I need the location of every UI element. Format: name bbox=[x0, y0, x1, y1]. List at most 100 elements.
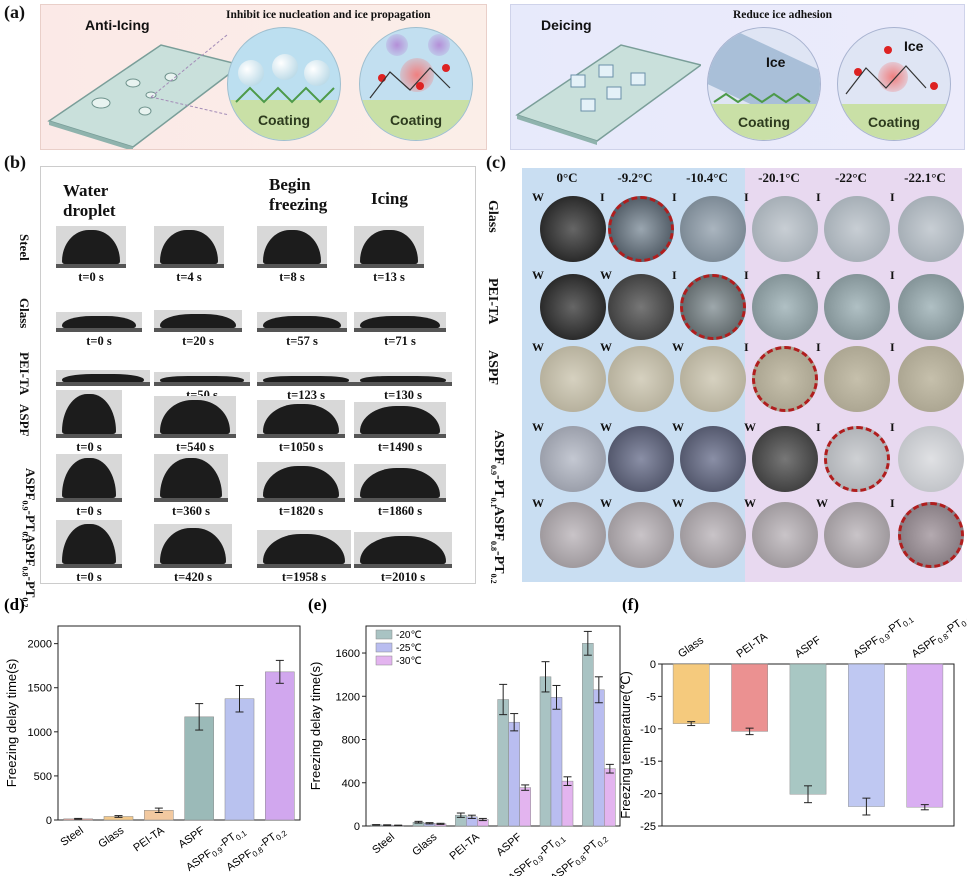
freezing-well bbox=[540, 502, 606, 568]
time-label: t=13 s bbox=[373, 270, 405, 284]
freezing-well bbox=[680, 502, 746, 568]
category-label: ASPF bbox=[494, 831, 524, 859]
coating-label: Coating bbox=[257, 112, 311, 128]
category-label: ASPF0.8-PT0.2 bbox=[224, 824, 289, 875]
time-label: t=420 s bbox=[173, 570, 213, 584]
freezing-well bbox=[752, 346, 818, 412]
y-tick-label: 0 bbox=[46, 815, 52, 827]
temperature-header: -9.2°C bbox=[617, 170, 653, 185]
substrate bbox=[56, 498, 122, 502]
time-label: t=0 s bbox=[78, 270, 104, 284]
deicing-circle-2: Ice Coating bbox=[837, 27, 951, 141]
substrate bbox=[154, 328, 242, 332]
state-label: W bbox=[600, 496, 612, 510]
temperature-header: -20.1°C bbox=[758, 170, 800, 185]
state-label: I bbox=[600, 190, 605, 204]
y-tick-label: 0 bbox=[354, 821, 360, 833]
anti-icing-box: Anti-Icing Inhibit ice nucleation and ic… bbox=[40, 4, 487, 150]
coating-label: Coating bbox=[389, 112, 443, 128]
y-axis-label: Freezing delay time(s) bbox=[308, 662, 323, 791]
sample-label-b: ASPF bbox=[17, 404, 32, 437]
category-label: Steel bbox=[370, 831, 397, 856]
anti-icing-circle-2: Coating bbox=[359, 27, 473, 141]
state-label: W bbox=[744, 496, 756, 510]
state-label: W bbox=[532, 190, 544, 204]
category-label: Glass bbox=[96, 824, 126, 850]
time-label: t=0 s bbox=[76, 440, 102, 454]
panel-b-letter: (b) bbox=[4, 152, 26, 172]
y-tick-label: 800 bbox=[342, 735, 360, 747]
legend-swatch bbox=[375, 655, 393, 666]
legend-swatch bbox=[375, 642, 393, 653]
chart-d: (d) 0 500 1000 1500 2000 Freezing delay time(s… bbox=[4, 595, 301, 875]
substrate bbox=[257, 564, 351, 568]
glass-slide-ice bbox=[515, 44, 701, 145]
bar bbox=[184, 716, 214, 821]
state-label: I bbox=[816, 268, 821, 282]
substrate bbox=[154, 434, 236, 438]
ice-label: Ice bbox=[766, 54, 786, 70]
category-label: PEI-TA bbox=[448, 831, 483, 863]
y-tick-label: 1000 bbox=[28, 727, 52, 739]
droplet bbox=[62, 374, 144, 382]
time-label: t=0 s bbox=[86, 334, 112, 348]
substrate bbox=[354, 434, 446, 438]
freezing-well bbox=[608, 196, 674, 262]
legend-label: -30℃ bbox=[396, 656, 422, 667]
temperature-header: 0°C bbox=[556, 170, 578, 185]
state-label: I bbox=[890, 190, 895, 204]
category-label: ASPF bbox=[793, 634, 824, 660]
freezing-well bbox=[608, 346, 674, 412]
state-label: W bbox=[600, 420, 612, 434]
state-label: W bbox=[672, 496, 684, 510]
time-label: t=1820 s bbox=[278, 504, 324, 518]
substrate bbox=[354, 382, 452, 386]
bar bbox=[508, 721, 520, 827]
legend-label: -25℃ bbox=[396, 643, 422, 654]
time-label: t=8 s bbox=[279, 270, 305, 284]
y-tick-label: -5 bbox=[646, 691, 656, 703]
substrate bbox=[154, 264, 224, 268]
time-label: t=130 s bbox=[383, 388, 423, 402]
state-label: I bbox=[744, 268, 749, 282]
freezing-well bbox=[898, 274, 964, 340]
deicing-circle-1: Ice Coating bbox=[707, 27, 821, 141]
plot-frame bbox=[365, 625, 621, 827]
state-label: I bbox=[744, 190, 749, 204]
time-label: t=4 s bbox=[176, 270, 202, 284]
category-label: ASPF0.9-PT0.1 bbox=[851, 611, 916, 662]
time-label: t=20 s bbox=[182, 334, 214, 348]
panel-c-letter: (c) bbox=[486, 152, 506, 172]
droplet bbox=[263, 316, 341, 328]
category-label: ASPF0.8-PT0.2 bbox=[910, 611, 967, 662]
state-label: I bbox=[816, 190, 821, 204]
time-label: t=2010 s bbox=[380, 570, 426, 584]
sample-label-c: Glass bbox=[485, 200, 500, 233]
temperature-header: -10.4°C bbox=[686, 170, 728, 185]
substrate bbox=[354, 264, 424, 268]
state-label: I bbox=[890, 420, 895, 434]
header-water-droplet: Water droplet bbox=[63, 181, 116, 220]
time-label: t=0 s bbox=[76, 504, 102, 518]
y-axis-label: Freezing delay time(s) bbox=[4, 659, 19, 788]
header-icing: Icing bbox=[371, 189, 408, 208]
droplet bbox=[160, 376, 244, 382]
state-label: W bbox=[672, 420, 684, 434]
deicing-box: Deicing Reduce ice adhesion Ice Coating … bbox=[510, 4, 965, 150]
freezing-well bbox=[680, 274, 746, 340]
time-label: t=71 s bbox=[384, 334, 416, 348]
time-label: t=1490 s bbox=[377, 440, 423, 454]
time-label: t=1860 s bbox=[377, 504, 423, 518]
sample-label-c: ASPF bbox=[485, 350, 500, 385]
freezing-well bbox=[898, 196, 964, 262]
bar bbox=[582, 643, 594, 827]
chart-e: (e) 0 400 800 1200 1600 Freezing delay time(s)… bbox=[308, 595, 621, 876]
state-label: I bbox=[672, 268, 677, 282]
sample-label-b: ASPF0.9-PT0.1 bbox=[20, 468, 38, 542]
droplet bbox=[160, 314, 236, 328]
temperature-header: -22.1°C bbox=[904, 170, 946, 185]
y-axis-label: Freezing temperature(℃) bbox=[618, 671, 633, 819]
category-label: PEI-TA bbox=[734, 630, 770, 660]
substrate bbox=[257, 328, 347, 332]
state-label: W bbox=[600, 340, 612, 354]
